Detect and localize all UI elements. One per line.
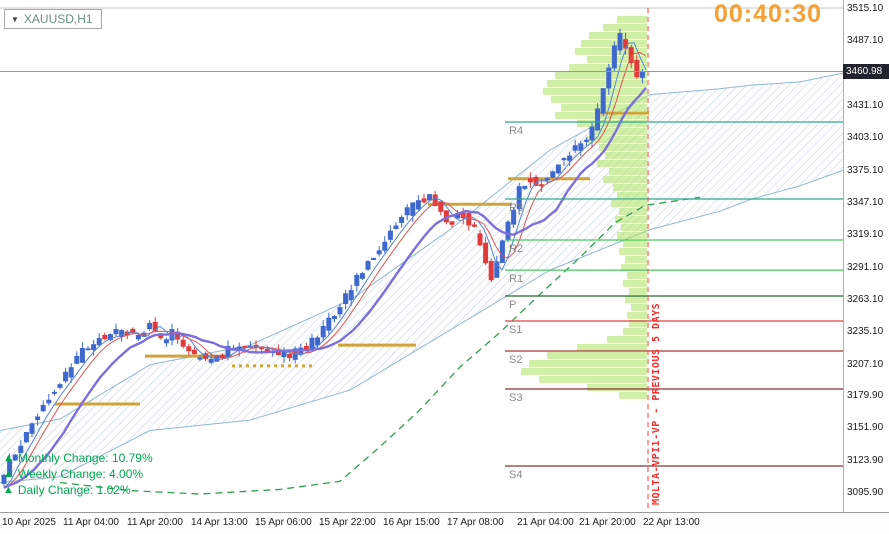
time-axis-label: 11 Apr 04:00	[63, 517, 119, 528]
pivot-label-r3: R3	[509, 202, 523, 214]
pivot-label-s3: S3	[509, 392, 522, 404]
up-arrow-icon: ▲	[3, 467, 14, 480]
pivot-label-r1: R1	[509, 273, 523, 285]
daily-change-label: Daily Change: 1.02%	[17, 483, 131, 497]
time-axis-label: 15 Apr 06:00	[255, 517, 312, 528]
price-axis[interactable]: 3515.10 3487.10 3431.10 3403.10 3375.10 3347.…	[843, 0, 889, 512]
price-axis-label: 3235.10	[847, 326, 884, 338]
time-axis-label: 17 Apr 08:00	[447, 517, 504, 528]
price-axis-label: 3431.10	[847, 100, 884, 111]
time-axis-label: 21 Apr 20:00	[579, 517, 636, 528]
volume-profile-indicator-label: MQLTA-VPI1-VP - PREVIOUS 5 DAYS	[651, 302, 662, 505]
time-axis-label: 11 Apr 20:00	[127, 517, 183, 528]
weekly-change-label: Weekly Change: 4.00%	[17, 467, 144, 481]
monthly-change-row: ▲ Monthly Change: 10.79%	[3, 450, 153, 466]
up-arrow-icon: ▲	[3, 483, 14, 496]
symbol-label: XAUUSD,H1	[23, 12, 93, 26]
price-axis-label: 3515.10	[847, 3, 884, 14]
price-axis-label: 3263.10	[847, 294, 884, 305]
price-axis-label: 3207.10	[847, 358, 884, 370]
price-axis-label: 3095.90	[847, 487, 884, 498]
time-axis-label: 21 Apr 04:00	[517, 517, 574, 528]
time-axis-label: 16 Apr 15:00	[383, 517, 440, 528]
candle-countdown-timer: 00:40:30	[714, 0, 823, 28]
price-axis-label: 3123.90	[847, 454, 884, 466]
price-axis-label: 3151.90	[847, 422, 884, 434]
ichimoku-cloud	[0, 72, 846, 483]
pivot-label-r2: R2	[509, 243, 523, 255]
change-summary: ▲ Monthly Change: 10.79% ▲ Weekly Change…	[3, 450, 153, 498]
weekly-change-row: ▲ Weekly Change: 4.00%	[3, 466, 153, 482]
current-price-badge: 3460.98	[843, 64, 889, 79]
symbol-selector[interactable]: ▼ XAUUSD,H1	[4, 9, 102, 29]
daily-change-row: ▲ Daily Change: 1.02%	[3, 482, 153, 498]
monthly-change-label: Monthly Change: 10.79%	[17, 451, 153, 465]
ma-fast-red	[3, 51, 647, 489]
pivot-label-r4: R4	[509, 125, 523, 137]
ma-thin-blue	[3, 42, 647, 489]
ma-slow-purple	[3, 86, 647, 489]
pivot-label-s1: S1	[509, 324, 522, 336]
time-axis-label: 14 Apr 13:00	[191, 517, 248, 528]
price-axis-label: 3347.10	[847, 197, 884, 208]
pivot-label-s4: S4	[509, 469, 522, 481]
time-axis[interactable]: 10 Apr 2025 11 Apr 04:00 11 Apr 20:00 14 Ap…	[0, 512, 889, 534]
time-axis-label: 15 Apr 22:00	[319, 517, 376, 528]
price-axis-label: 3375.10	[847, 164, 884, 176]
up-arrow-icon: ▲	[3, 451, 14, 464]
chevron-down-icon: ▼	[11, 14, 19, 24]
price-axis-label: 3319.10	[847, 229, 884, 241]
pivot-label-p: P	[509, 299, 516, 311]
price-axis-label: 3487.10	[847, 35, 884, 47]
pivot-levels: R4 R3 R2 R1 P S1 S2 S3 S4	[505, 121, 843, 481]
chikou-span-line	[59, 196, 701, 495]
pivot-label-s2: S2	[509, 354, 522, 366]
time-axis-label: 10 Apr 2025	[2, 517, 56, 528]
price-axis-label: 3403.10	[847, 132, 884, 144]
price-axis-label: 3291.10	[847, 261, 884, 273]
price-axis-label: 3179.90	[847, 390, 884, 401]
time-axis-label: 22 Apr 13:00	[643, 517, 700, 528]
